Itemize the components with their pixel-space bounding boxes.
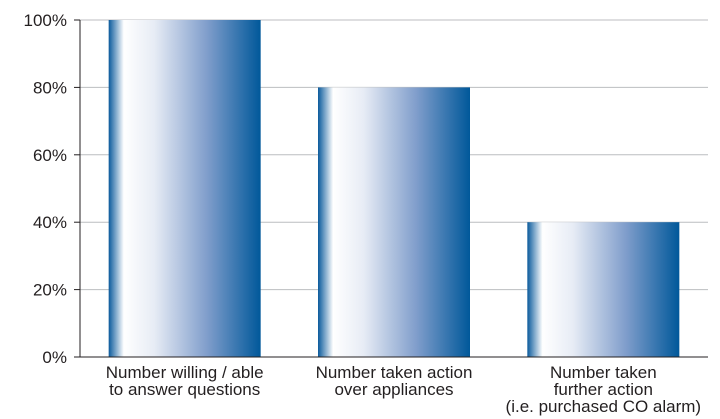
y-tick-label: 20%: [33, 281, 67, 300]
bar: [527, 222, 680, 357]
y-tick-label: 100%: [24, 11, 67, 30]
y-tick-label: 60%: [33, 146, 67, 165]
axes: [74, 19, 708, 358]
x-category-label: Number taken further action (i.e. purchase…: [506, 363, 702, 416]
y-tick-label: 40%: [33, 213, 67, 232]
y-tick-label: 80%: [33, 78, 67, 97]
category-labels: Number willing / able to answer questions…: [106, 363, 701, 416]
x-category-label: Number taken action over appliances: [316, 363, 473, 399]
bar: [108, 20, 261, 357]
y-tick-labels: 0% 20% 40% 60% 80% 100%: [24, 11, 67, 367]
y-tick-label: 0%: [42, 348, 67, 367]
bars: [108, 20, 680, 358]
bar: [318, 87, 470, 358]
x-category-label: Number willing / able to answer questions: [106, 363, 264, 399]
